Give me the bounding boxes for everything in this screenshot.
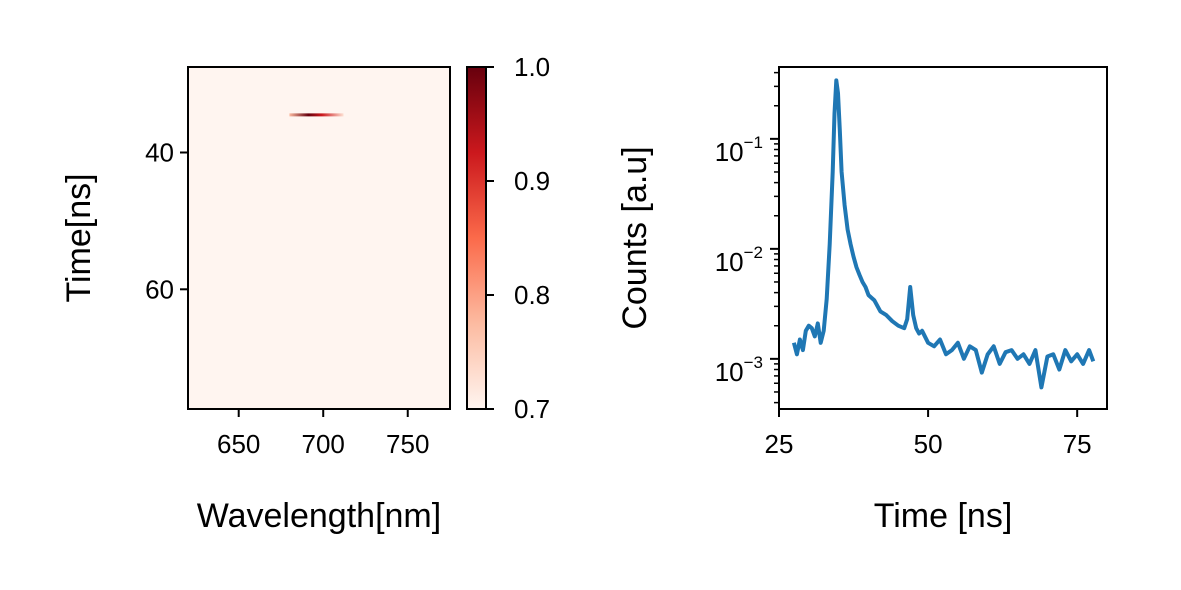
heatmap-y-tick-label: 40 — [145, 138, 174, 168]
colorbar-gradient — [466, 66, 487, 410]
heatmap-emission-streak — [289, 113, 344, 117]
line-x-ticks: 25 50 75 — [765, 409, 1092, 459]
heatmap-y-axis-label: Time[ns] — [60, 173, 98, 302]
line-y-tick-label: 10−2 — [715, 243, 763, 277]
tick-base: 10 — [715, 247, 744, 277]
colorbar-tick-label: 0.8 — [514, 280, 550, 310]
heatmap-x-axis-label: Wavelength[nm] — [197, 497, 441, 535]
tick-base: 10 — [715, 357, 744, 387]
line-y-tick-label: 10−1 — [715, 133, 763, 167]
heatmap-x-tick-label: 700 — [302, 429, 345, 459]
colorbar-tick-label: 0.9 — [514, 166, 550, 196]
line-x-tick-label: 50 — [914, 429, 943, 459]
tick-exponent: −1 — [744, 133, 763, 152]
line-y-ticks: 10−310−210−1 — [715, 133, 779, 387]
line-y-minor-ticks — [774, 71, 779, 404]
line-y-tick-label: 10−3 — [715, 353, 763, 387]
colorbar-tick-label: 1.0 — [514, 52, 550, 82]
line-y-axis-label: Counts [a.u] — [616, 146, 654, 329]
heatmap-panel: 650 700 750 40 60 Wavelength[nm] Time[ns] — [60, 66, 451, 535]
series-line-decay-trace — [791, 78, 1096, 390]
line-plot-frame — [778, 66, 1108, 410]
tick-exponent: −3 — [744, 353, 763, 372]
heatmap-x-tick-label: 650 — [217, 429, 260, 459]
heatmap-frame — [187, 66, 451, 410]
colorbar-ticks: 0.7 0.8 0.9 1.0 — [486, 52, 550, 424]
line-panel: 25 50 75 10−310−210−1 Time [ns] Counts [a.… — [616, 66, 1108, 535]
heatmap-y-tick-label: 60 — [145, 274, 174, 304]
heatmap-x-ticks: 650 700 750 — [217, 409, 429, 459]
line-x-axis-label: Time [ns] — [874, 497, 1013, 535]
tick-exponent: −2 — [744, 243, 763, 262]
colorbar: 0.7 0.8 0.9 1.0 — [466, 52, 550, 424]
line-x-tick-label: 25 — [765, 429, 794, 459]
heatmap-x-tick-label: 750 — [386, 429, 429, 459]
tick-base: 10 — [715, 137, 744, 167]
line-x-tick-label: 75 — [1063, 429, 1092, 459]
colorbar-tick-label: 0.7 — [514, 394, 550, 424]
heatmap-background — [188, 67, 450, 409]
heatmap-y-ticks: 40 60 — [145, 138, 188, 304]
